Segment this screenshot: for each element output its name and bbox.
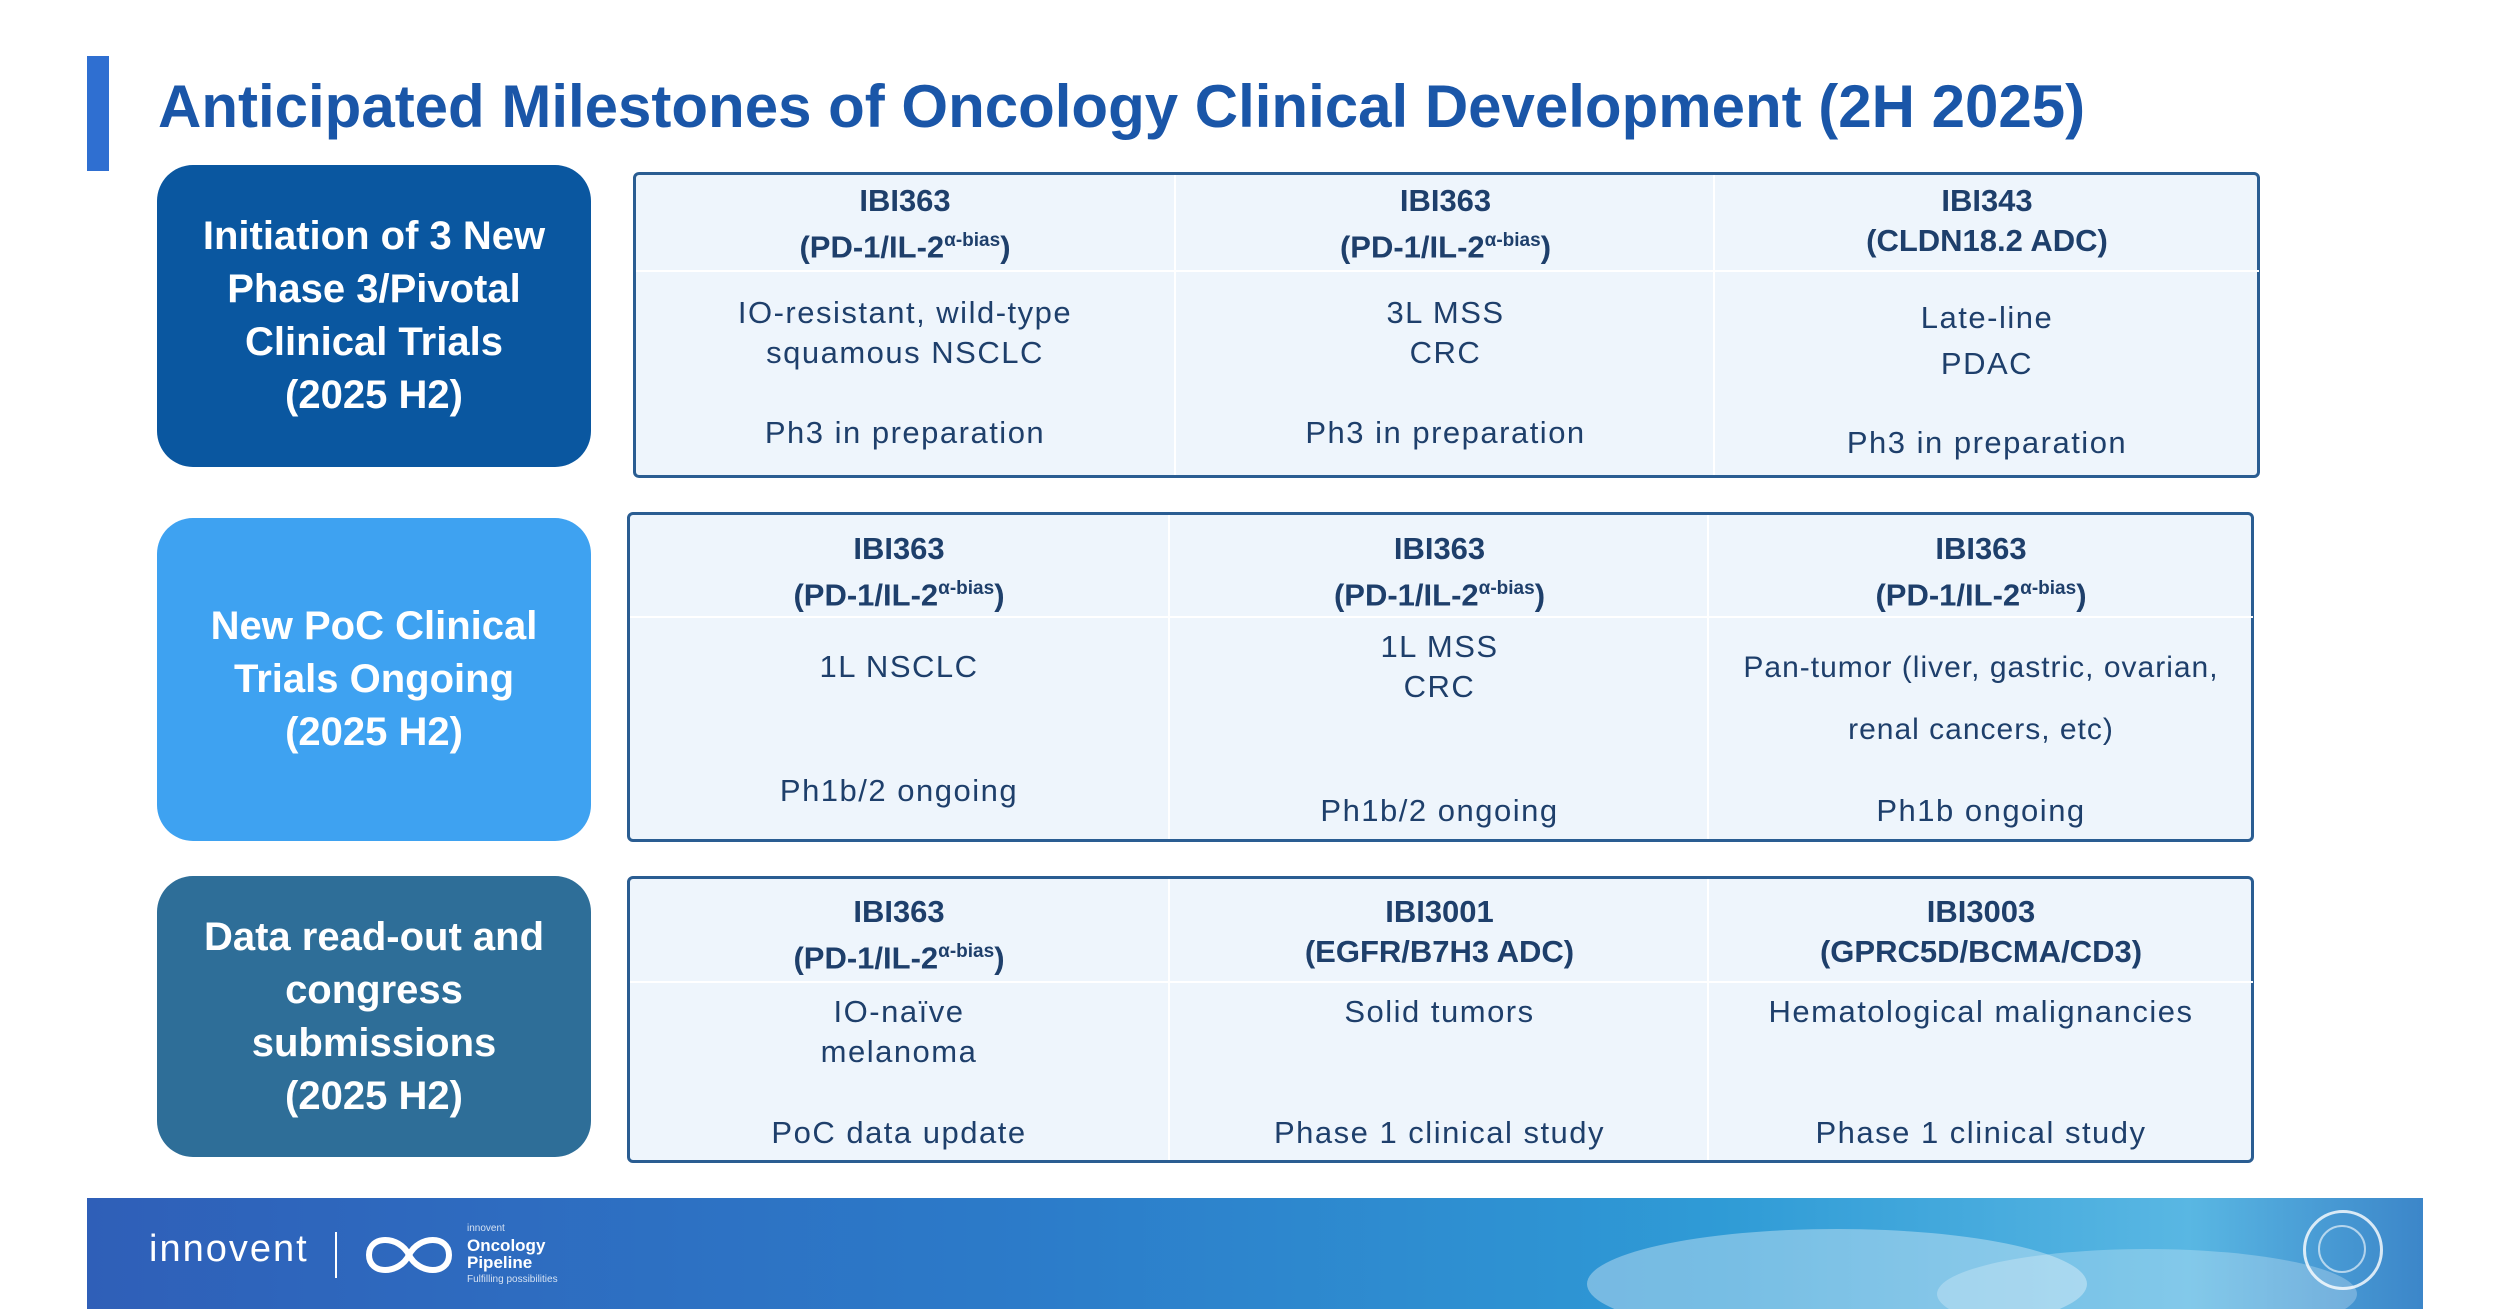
trial-status: Ph1b/2 ongoing <box>1320 793 1559 828</box>
category-line: New PoC Clinical <box>210 604 538 648</box>
wave-decoration <box>1587 1229 2087 1309</box>
category-line: Clinical Trials <box>245 320 503 364</box>
seal-icon <box>2303 1210 2383 1290</box>
drug-target: (PD-1/IL-2α-bias) <box>1875 577 2087 613</box>
category-line: congress <box>285 967 463 1012</box>
drug-name: IBI363 <box>1399 183 1492 218</box>
category-line: Data read-out and <box>203 914 545 959</box>
column-header: IBI363 (PD-1/IL-2α-bias) <box>630 515 1168 618</box>
logo-divider <box>335 1232 337 1278</box>
milestone-column: IBI363 (PD-1/IL-2α-bias) 3L MSS CRC Ph3 … <box>1174 175 1715 475</box>
indication: IO-naïve melanoma <box>820 994 978 1069</box>
trial-status: Ph3 in preparation <box>1305 415 1586 450</box>
milestone-column: IBI3003 (GPRC5D/BCMA/CD3) Hematological … <box>1707 879 2253 1160</box>
indication: Hematological malignancies <box>1768 994 2194 1029</box>
milestone-column: IBI363 (PD-1/IL-2α-bias) Pan-tumor (live… <box>1707 515 2253 839</box>
trial-status: Ph3 in preparation <box>764 415 1046 450</box>
category-line: Trials Ongoing <box>233 657 515 701</box>
drug-target: (PD-1/IL-2α-bias) <box>793 940 1005 976</box>
trial-status: Phase 1 clinical study <box>1273 1115 1606 1150</box>
indication: 1L MSS CRC <box>1380 629 1499 704</box>
column-header: IBI363 (PD-1/IL-2α-bias) <box>636 175 1174 272</box>
category-line: submissions <box>251 1020 497 1065</box>
milestone-column: IBI363 (PD-1/IL-2α-bias) IO-naïve melano… <box>630 879 1168 1160</box>
indication: Late-line PDAC <box>1920 300 2054 381</box>
milestone-panel-data-readout: IBI363 (PD-1/IL-2α-bias) IO-naïve melano… <box>627 876 2254 1163</box>
category-line: (2025 H2) <box>285 1073 463 1118</box>
milestone-column: IBI363 (PD-1/IL-2α-bias) IO-resistant, w… <box>636 175 1174 475</box>
indication: 1L NSCLC <box>819 649 979 684</box>
drug-name: IBI3001 <box>1385 894 1494 929</box>
column-header: IBI3001 (EGFR/B7H3 ADC) <box>1170 879 1709 983</box>
footer-banner: innovent innovent Oncology Pipeline Fulf… <box>87 1198 2423 1309</box>
indication: IO-resistant, wild-type squamous NSCLC <box>737 295 1073 370</box>
drug-target: (PD-1/IL-2α-bias) <box>793 577 1005 613</box>
milestone-panel-phase3: IBI363 (PD-1/IL-2α-bias) IO-resistant, w… <box>633 172 2260 478</box>
drug-target: (PD-1/IL-2α-bias) <box>1339 229 1552 265</box>
drug-target: (PD-1/IL-2α-bias) <box>799 229 1011 265</box>
title-accent-bar <box>87 56 109 171</box>
drug-name: IBI343 <box>1941 183 2033 218</box>
category-line: (2025 H2) <box>285 710 463 754</box>
drug-target: (EGFR/B7H3 ADC) <box>1304 934 1575 969</box>
page-title: Anticipated Milestones of Oncology Clini… <box>158 73 2086 140</box>
column-header: IBI363 (PD-1/IL-2α-bias) <box>630 879 1168 983</box>
column-header: IBI363 (PD-1/IL-2α-bias) <box>1170 515 1709 618</box>
trial-status: Ph3 in preparation <box>1846 425 2128 460</box>
drug-name: IBI363 <box>1393 531 1486 566</box>
drug-target: (PD-1/IL-2α-bias) <box>1333 577 1546 613</box>
drug-name: IBI3003 <box>1926 894 2036 929</box>
indication: Solid tumors <box>1344 994 1535 1029</box>
milestone-column: IBI3001 (EGFR/B7H3 ADC) Solid tumors Pha… <box>1168 879 1709 1160</box>
column-header: IBI3003 (GPRC5D/BCMA/CD3) <box>1709 879 2253 983</box>
pipeline-label: innovent Oncology Pipeline Fulfilling po… <box>467 1223 558 1285</box>
category-line: (2025 H2) <box>285 373 463 417</box>
column-header: IBI363 (PD-1/IL-2α-bias) <box>1176 175 1715 272</box>
category-box-poc: New PoC Clinical Trials Ongoing (2025 H2… <box>157 518 591 841</box>
trial-status: Phase 1 clinical study <box>1815 1115 2147 1150</box>
infinity-icon <box>365 1237 453 1273</box>
drug-target: (GPRC5D/BCMA/CD3) <box>1819 934 2143 969</box>
column-header: IBI363 (PD-1/IL-2α-bias) <box>1709 515 2253 618</box>
milestone-panel-poc: IBI363 (PD-1/IL-2α-bias) 1L NSCLC Ph1b/2… <box>627 512 2254 842</box>
category-line: Phase 3/Pivotal <box>227 267 521 311</box>
drug-name: IBI363 <box>1935 531 2027 566</box>
category-box-phase3: Initiation of 3 New Phase 3/Pivotal Clin… <box>157 165 591 467</box>
drug-name: IBI363 <box>859 183 951 218</box>
innovent-logo-text: innovent <box>149 1228 309 1270</box>
milestone-column: IBI363 (PD-1/IL-2α-bias) 1L NSCLC Ph1b/2… <box>630 515 1168 839</box>
category-line: Initiation of 3 New <box>202 214 546 258</box>
drug-target: (CLDN18.2 ADC) <box>1866 223 2108 258</box>
drug-name: IBI363 <box>853 531 945 566</box>
milestone-column: IBI363 (PD-1/IL-2α-bias) 1L MSS CRC Ph1b… <box>1168 515 1709 839</box>
trial-status: Ph1b ongoing <box>1876 793 2086 828</box>
milestone-column: IBI343 (CLDN18.2 ADC) Late-line PDAC Ph3… <box>1713 175 2259 475</box>
drug-name: IBI363 <box>853 894 945 929</box>
trial-status: Ph1b/2 ongoing <box>779 773 1019 808</box>
trial-status: PoC data update <box>771 1115 1027 1150</box>
category-box-data-readout: Data read-out and congress submissions (… <box>157 876 591 1157</box>
indication: Pan-tumor (liver, gastric, ovarian, rena… <box>1743 651 2219 746</box>
indication: 3L MSS CRC <box>1386 295 1505 370</box>
column-header: IBI343 (CLDN18.2 ADC) <box>1715 175 2259 272</box>
